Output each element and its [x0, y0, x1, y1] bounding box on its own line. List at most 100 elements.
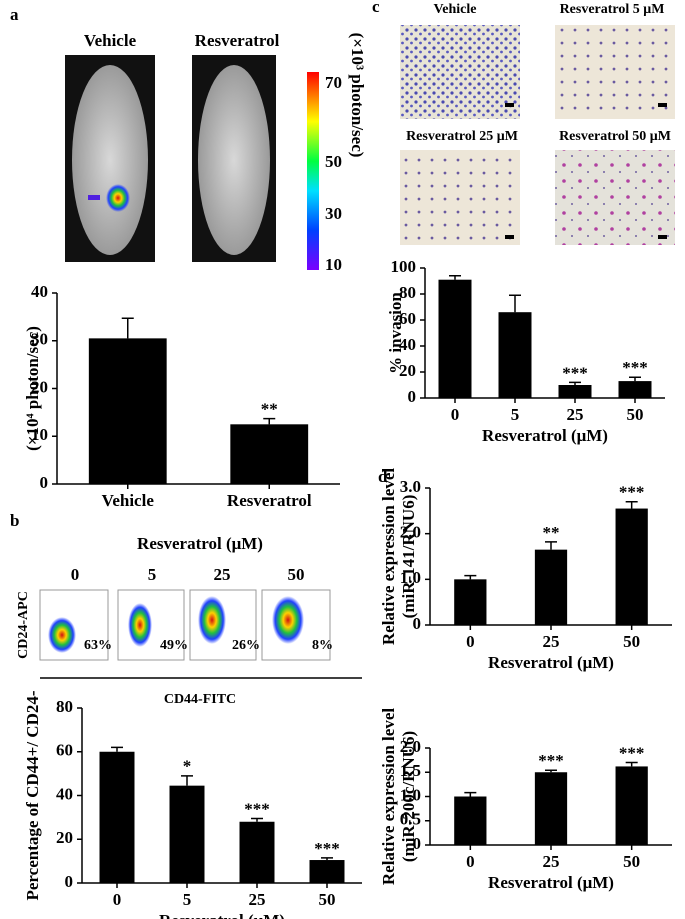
y-tick-label: 0	[413, 834, 422, 853]
y-tick-label: 20	[56, 828, 73, 847]
panel-letter: d	[378, 467, 388, 486]
error-bar	[449, 275, 461, 280]
micrograph	[400, 150, 520, 245]
y-axis-title: (miR-141/RNU6)	[399, 495, 418, 619]
error-bar	[111, 746, 123, 752]
error-bar	[545, 541, 557, 550]
bar	[615, 508, 648, 625]
error-bar	[464, 574, 477, 580]
x-tick-label: 50	[319, 890, 336, 909]
y-tick-label: 20	[31, 377, 48, 396]
error-bar	[625, 761, 638, 767]
bar	[239, 821, 275, 883]
micrograph	[555, 25, 675, 119]
error-bar	[263, 417, 276, 425]
bar	[309, 860, 345, 883]
y-axis-title: (miR-200c/RNU6)	[399, 731, 418, 862]
x-tick-label: Resveratrol	[227, 491, 312, 510]
y-axis-title: Relative expression level	[379, 708, 398, 885]
condition: 50	[288, 565, 305, 584]
significance: ***	[244, 799, 270, 818]
significance: ***	[619, 743, 645, 762]
y-tick-label: 3.0	[400, 477, 421, 496]
percentage: 26%	[232, 638, 260, 653]
mouse	[198, 65, 270, 255]
y-tick-label: 0.5	[400, 810, 421, 829]
colorbar-tick: 50	[325, 152, 342, 171]
bar	[618, 381, 652, 398]
bar	[534, 549, 568, 625]
y-tick-label: 10	[31, 425, 48, 444]
micrograph	[555, 150, 675, 245]
x-tick-label: 5	[183, 890, 192, 909]
image-label: Resveratrol 5 μM	[560, 2, 665, 17]
y-tick-label: 60	[56, 741, 73, 760]
error-bar	[625, 500, 638, 509]
x-tick-label: 0	[466, 852, 475, 871]
panel-letter: a	[10, 5, 19, 24]
colorbar-label: (×10³ photon/sec)	[348, 33, 367, 158]
y-tick-label: 80	[399, 283, 416, 302]
flow-header: Resveratrol (μM)	[137, 534, 263, 553]
y-tick-label: 0	[65, 872, 74, 891]
micrograph	[400, 25, 520, 119]
significance: *	[183, 757, 192, 776]
signal	[106, 184, 130, 212]
condition: 5	[148, 565, 157, 584]
x-tick-label: 25	[567, 405, 584, 424]
flow-density	[48, 596, 304, 653]
colorbar	[307, 72, 319, 270]
colorbar-tick: 70	[325, 73, 342, 92]
y-tick-label: 40	[31, 282, 48, 301]
y-tick-label: 30	[31, 330, 48, 349]
x-tick-label: 0	[113, 890, 122, 909]
error-bar	[629, 376, 641, 382]
error-bar	[545, 769, 557, 773]
image-label: Resveratrol 25 μM	[406, 129, 518, 144]
error-bar	[251, 817, 263, 822]
image-label: Resveratrol	[195, 31, 280, 50]
y-tick-label: 2.0	[400, 523, 421, 542]
panel-letter: c	[372, 0, 380, 16]
significance: **	[543, 523, 560, 542]
x-axis-title: Resveratrol (μM)	[488, 873, 614, 892]
x-tick-label: 25	[543, 852, 560, 871]
flow-axis: CD24-APC	[16, 591, 31, 659]
bar	[498, 312, 532, 398]
bar	[230, 424, 309, 484]
y-tick-label: 40	[399, 335, 416, 354]
y-tick-label: 100	[391, 257, 417, 276]
bar	[99, 751, 135, 883]
image-label: Vehicle	[84, 31, 137, 50]
y-tick-label: 1.0	[400, 785, 421, 804]
signal	[88, 195, 100, 200]
y-tick-label: 1.5	[400, 761, 421, 780]
y-tick-label: 0	[413, 614, 422, 633]
error-bar	[121, 317, 134, 339]
y-tick-label: 40	[56, 784, 73, 803]
image-label: Resveratrol 50 μM	[559, 129, 671, 144]
y-tick-label: 60	[399, 309, 416, 328]
y-tick-label: 20	[399, 361, 416, 380]
y-tick-label: 0	[40, 473, 49, 492]
percentage: 8%	[312, 638, 333, 653]
x-tick-label: 0	[451, 405, 460, 424]
x-tick-label: 25	[543, 632, 560, 651]
x-tick-label: 0	[466, 632, 475, 651]
y-tick-label: 0	[408, 387, 417, 406]
error-bar	[509, 294, 521, 313]
x-axis-title: Resveratrol (μM)	[159, 911, 285, 919]
x-tick-label: 5	[511, 405, 520, 424]
bar	[615, 766, 648, 845]
x-tick-label: 50	[627, 405, 644, 424]
bar	[534, 772, 568, 845]
y-tick-label: 1.0	[400, 568, 421, 587]
bar	[438, 279, 472, 398]
bar	[169, 785, 205, 883]
bar	[558, 385, 592, 398]
bar	[454, 579, 487, 625]
bar	[454, 796, 487, 845]
image-label: Vehicle	[433, 2, 476, 17]
significance: ***	[538, 751, 564, 770]
